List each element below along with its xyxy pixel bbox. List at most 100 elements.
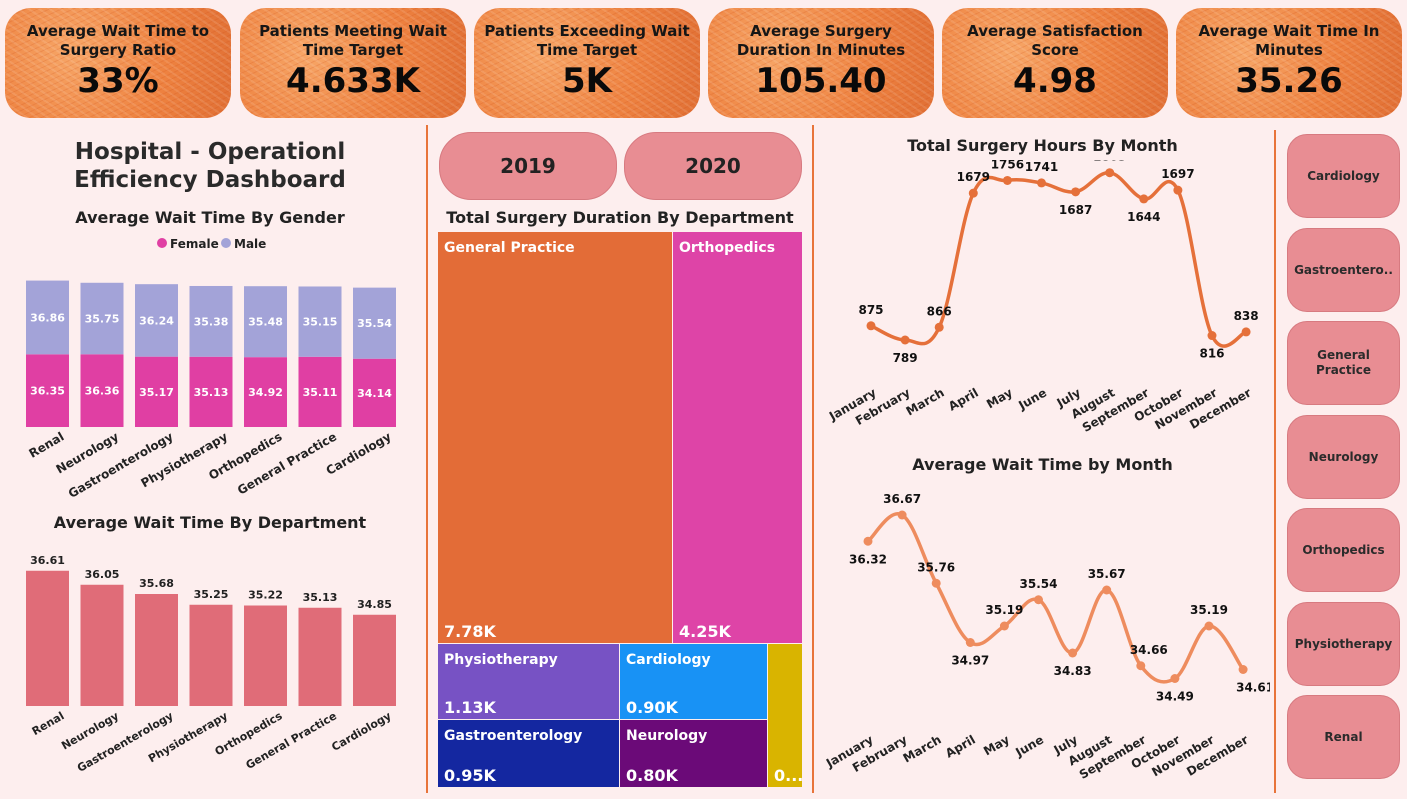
data-point (863, 536, 873, 546)
data-label: 36.61 (30, 554, 65, 567)
x-tick-label: April (946, 385, 981, 413)
kpi-value: 4.633K (286, 61, 420, 101)
slicer-physiotherapy[interactable]: Physiotherapy (1287, 602, 1400, 686)
treemap-title: Total Surgery Duration By Department (446, 208, 794, 227)
bar-female (189, 356, 233, 427)
bar-male (298, 286, 342, 357)
x-tick-label: May (984, 385, 1015, 411)
data-point (1037, 178, 1046, 188)
data-label: 816 (1199, 347, 1224, 361)
treemap-value: 7.78K (444, 622, 496, 641)
slicer-orthopedics[interactable]: Orthopedics (1287, 508, 1400, 592)
data-label: 35.67 (1088, 567, 1126, 581)
data-point (931, 578, 941, 588)
data-point (1002, 175, 1012, 185)
treemap-cell-physiotherapy[interactable]: Physiotherapy 1.13K (438, 644, 619, 719)
data-label: 1679 (957, 170, 990, 184)
data-label: 1756 (991, 160, 1024, 171)
dashboard-title: Hospital - Operationl Efficiency Dashboa… (74, 139, 346, 193)
data-point (999, 621, 1009, 631)
kpi-title: Average Wait Time In Minutes (1198, 22, 1380, 59)
slicer-gastroenterology[interactable]: Gastroentero.. (1287, 228, 1400, 312)
bar-female (135, 356, 178, 427)
treemap-cell-orthopedics[interactable]: Orthopedics 4.25K (673, 232, 802, 643)
bar-male (244, 286, 287, 358)
legend-label-male: Male (234, 237, 266, 251)
data-label: 34.66 (1130, 643, 1168, 657)
department-bar (26, 570, 69, 706)
data-label-male: 36.24 (139, 314, 174, 327)
year-button-2019[interactable]: 2019 (439, 132, 617, 200)
x-tick-label: Renal (30, 709, 67, 738)
year-button-2020[interactable]: 2020 (624, 132, 802, 200)
bar-female (26, 354, 69, 427)
treemap-value: 0.90K (626, 698, 678, 717)
x-tick-label: June (1012, 732, 1046, 759)
treemap-cell-renal[interactable]: 0... (768, 644, 802, 787)
slicer-renal[interactable]: Renal (1287, 695, 1400, 779)
series-line (870, 170, 1247, 348)
data-label: 875 (858, 303, 883, 317)
data-point (1207, 331, 1217, 341)
slicer-cardiology[interactable]: Cardiology (1287, 134, 1400, 218)
legend-marker-male (221, 238, 231, 248)
department-bar (80, 584, 124, 706)
bar-male (189, 285, 233, 357)
treemap-label: Cardiology (626, 652, 711, 668)
divider (1274, 130, 1276, 793)
bar-female (80, 354, 124, 427)
data-point (897, 510, 907, 520)
x-tick-label: April (943, 732, 978, 760)
kpi-value: 35.26 (1235, 61, 1343, 101)
treemap-cell-neurology[interactable]: Neurology 0.80K (620, 720, 767, 787)
bar-female (353, 358, 396, 427)
data-label: 35.25 (194, 588, 229, 601)
data-point (1241, 327, 1251, 337)
data-label: 36.32 (849, 552, 887, 566)
surgery-hours-title: Total Surgery Hours By Month (907, 136, 1178, 155)
kpi-value: 5K (561, 61, 612, 101)
treemap-value: 4.25K (679, 622, 731, 641)
data-label: 1741 (1025, 160, 1058, 174)
data-label: 35.76 (917, 560, 955, 574)
bar-male (26, 280, 69, 355)
kpi-title: Average Wait Time to Surgery Ratio (26, 22, 210, 59)
data-label: 35.19 (1190, 603, 1228, 617)
data-label-female: 35.13 (194, 386, 229, 399)
data-label: 36.67 (883, 492, 921, 506)
slicer-neurology[interactable]: Neurology (1287, 415, 1400, 499)
data-label-male: 35.48 (248, 316, 283, 329)
data-point (1068, 648, 1078, 658)
department-bar (189, 604, 233, 706)
bar-female (298, 356, 342, 427)
kpi-row: Average Wait Time to Surgery Ratio 33% P… (0, 0, 1407, 122)
data-label: 34.83 (1054, 664, 1092, 678)
divider (812, 125, 814, 793)
bar-male (80, 282, 124, 355)
treemap-value: 0... (774, 766, 802, 785)
data-point (900, 335, 910, 345)
slicer-general-practice[interactable]: General Practice (1287, 321, 1400, 405)
legend-label-female: Female (170, 237, 219, 251)
x-tick-label: May (981, 732, 1012, 758)
wait-by-month-title: Average Wait Time by Month (912, 455, 1173, 474)
divider (426, 125, 428, 793)
data-label: 35.68 (139, 577, 174, 590)
data-point (1170, 674, 1180, 683)
data-label: 1687 (1059, 203, 1092, 217)
treemap-cell-general-practice[interactable]: General Practice 7.78K (438, 232, 672, 643)
treemap-cell-cardiology[interactable]: Cardiology 0.90K (620, 644, 767, 719)
data-label-female: 35.17 (139, 386, 174, 399)
data-point (965, 638, 975, 647)
treemap-cell-gastroenterology[interactable]: Gastroenterology 0.95K (438, 720, 619, 787)
bar-male (353, 287, 396, 359)
data-label: 34.97 (951, 654, 989, 668)
department-bar (135, 594, 178, 706)
treemap-label: General Practice (444, 240, 575, 256)
kpi-title: Patients Meeting Wait Time Target (259, 22, 447, 59)
data-label-female: 34.92 (248, 386, 283, 399)
data-label: 1644 (1127, 210, 1160, 224)
x-tick-label: General Practice (235, 429, 339, 497)
department-bar (244, 605, 287, 706)
data-point (1034, 595, 1043, 605)
